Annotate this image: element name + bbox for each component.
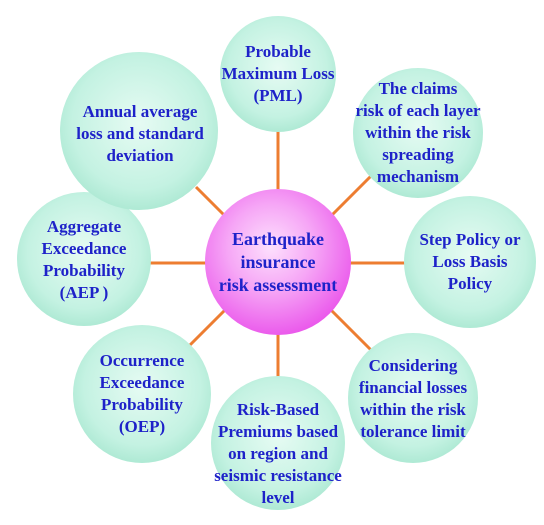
connector-financial-losses [323,302,374,353]
center-node-label: Earthquake insurance risk assessment [218,228,338,295]
node-financial-losses-circle [348,333,478,463]
node-risk-premiums-label: Risk-Based Premiums based on region and … [214,400,342,507]
center-node-circle [205,189,351,335]
node-annual-loss-label: Annual average loss and standard deviati… [76,102,204,165]
node-annual-loss-circle [60,52,218,210]
node-financial-losses-label: Considering financial losses within the … [358,356,468,441]
node-aep-circle [17,192,151,326]
node-layer-claims-label: The claims risk of each layer within the… [355,79,481,186]
node-oep-circle [73,325,211,463]
nodes [17,16,536,510]
node-pml-circle [220,16,336,132]
node-pml-label: Probable Maximum Loss (PML) [221,42,335,105]
node-oep-label: Occurrence Exceedance Probability (OEP) [99,351,185,436]
node-step-policy-label: Step Policy or Loss Basis Policy [419,230,521,293]
node-risk-premiums-circle [211,376,345,510]
node-aep-label: Aggregate Exceedance Probability (AEP ) [41,217,127,302]
node-layer-claims-circle [353,68,483,198]
node-step-policy-circle [404,196,536,328]
